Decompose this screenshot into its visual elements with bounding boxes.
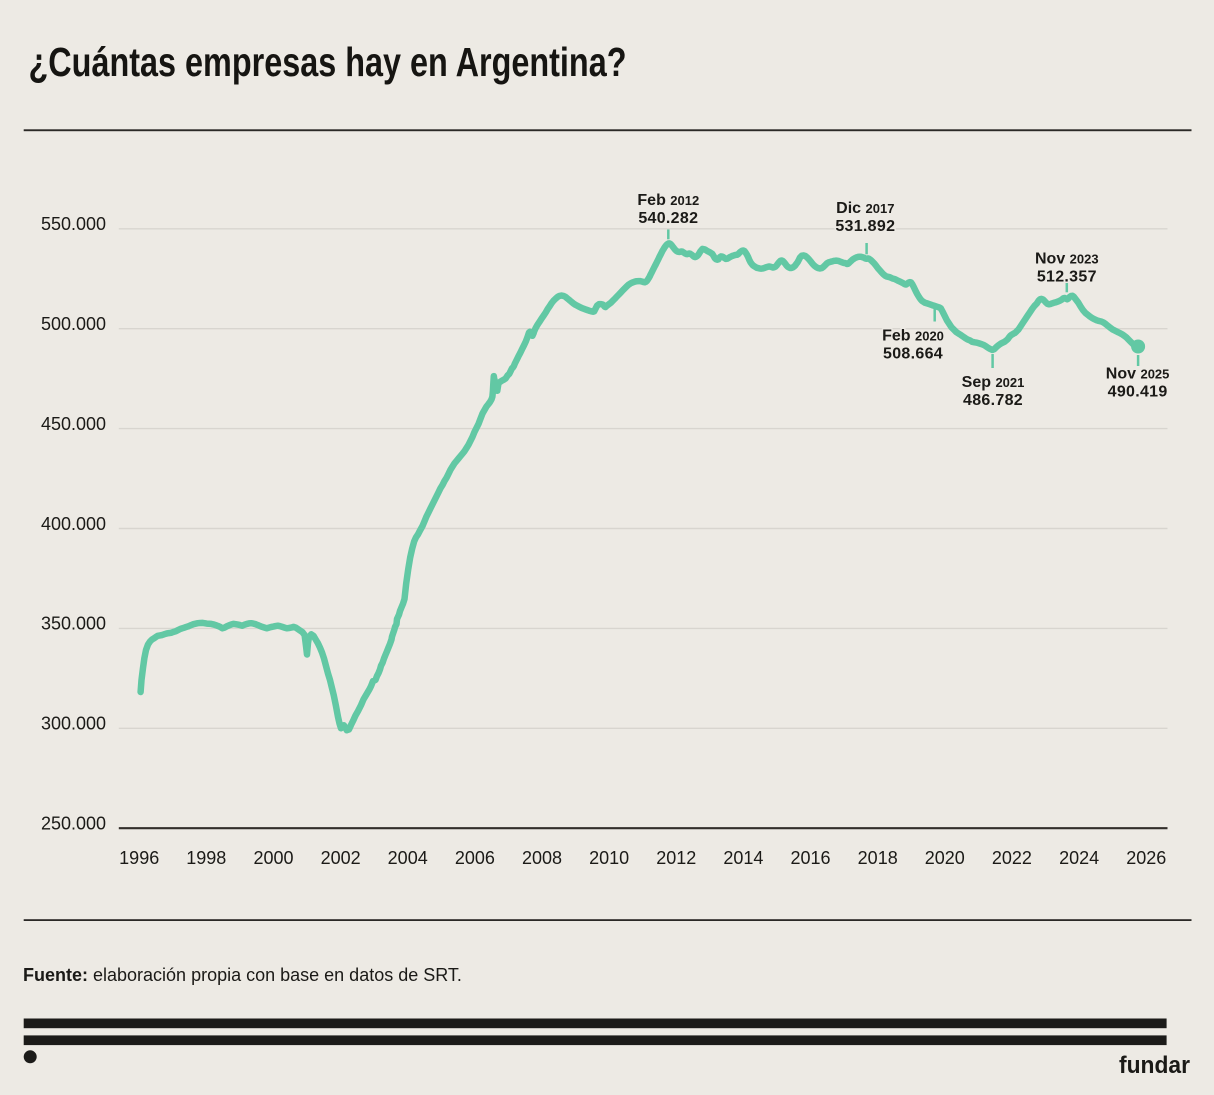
svg-text:2024: 2024 (1059, 848, 1099, 868)
svg-text:Dic 2017: Dic 2017 (836, 200, 894, 217)
svg-text:1996: 1996 (119, 848, 159, 868)
svg-text:486.782: 486.782 (963, 392, 1023, 409)
svg-text:Feb 2020: Feb 2020 (882, 328, 944, 345)
svg-text:1998: 1998 (186, 848, 226, 868)
svg-text:400.000: 400.000 (41, 514, 106, 534)
svg-text:2022: 2022 (992, 848, 1032, 868)
svg-text:508.664: 508.664 (883, 346, 943, 363)
svg-text:Fuente: elaboración propia con: Fuente: elaboración propia con base en d… (23, 965, 462, 985)
svg-text:2026: 2026 (1126, 848, 1166, 868)
svg-text:2016: 2016 (790, 848, 830, 868)
svg-text:Nov 2023: Nov 2023 (1035, 251, 1099, 268)
svg-text:2004: 2004 (388, 848, 428, 868)
svg-text:2014: 2014 (723, 848, 763, 868)
svg-text:¿Cuántas empresas hay en Argen: ¿Cuántas empresas hay en Argentina? (29, 39, 627, 85)
svg-text:2008: 2008 (522, 848, 562, 868)
svg-text:250.000: 250.000 (41, 814, 106, 834)
svg-text:2018: 2018 (858, 848, 898, 868)
svg-text:Feb 2012: Feb 2012 (637, 192, 699, 209)
svg-text:500.000: 500.000 (41, 314, 106, 334)
svg-text:350.000: 350.000 (41, 614, 106, 634)
svg-text:490.419: 490.419 (1108, 384, 1168, 401)
svg-text:Sep 2021: Sep 2021 (962, 374, 1025, 391)
svg-text:2012: 2012 (656, 848, 696, 868)
svg-text:550.000: 550.000 (41, 214, 106, 234)
svg-text:2006: 2006 (455, 848, 495, 868)
svg-text:531.892: 531.892 (835, 218, 895, 235)
svg-text:2000: 2000 (253, 848, 293, 868)
svg-text:2010: 2010 (589, 848, 629, 868)
svg-text:512.357: 512.357 (1037, 269, 1097, 286)
svg-text:2002: 2002 (321, 848, 361, 868)
svg-text:Nov 2025: Nov 2025 (1106, 366, 1170, 383)
svg-text:2020: 2020 (925, 848, 965, 868)
svg-text:540.282: 540.282 (638, 210, 698, 227)
svg-text:450.000: 450.000 (41, 414, 106, 434)
svg-text:300.000: 300.000 (41, 714, 106, 734)
svg-text:fundar: fundar (1119, 1052, 1190, 1079)
